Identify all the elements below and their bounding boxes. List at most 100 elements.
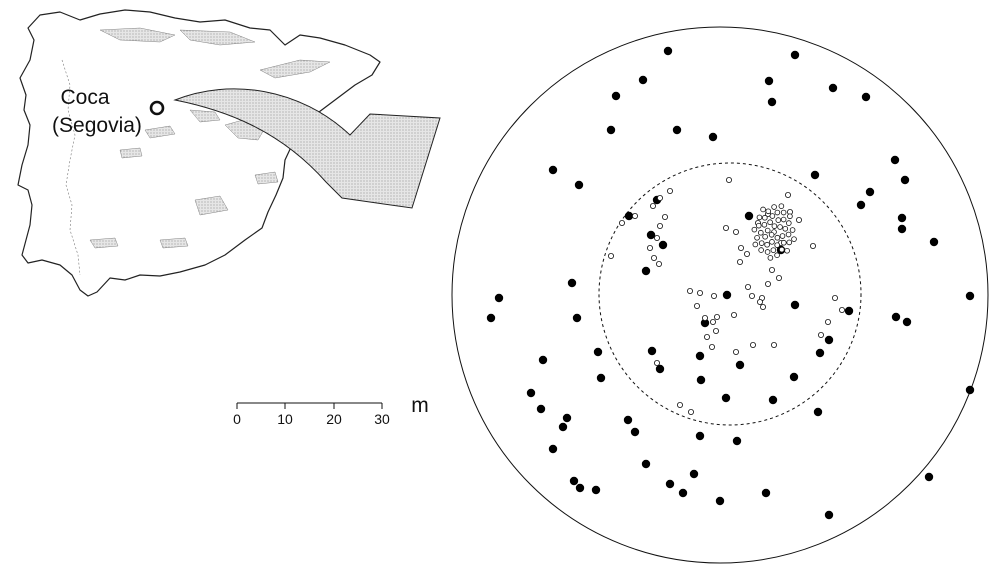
filled-point bbox=[790, 50, 800, 60]
open-point bbox=[709, 343, 716, 350]
filled-point bbox=[865, 187, 875, 197]
open-point bbox=[726, 176, 733, 183]
filled-point bbox=[538, 355, 548, 365]
open-point bbox=[782, 225, 789, 232]
open-point bbox=[765, 208, 772, 215]
open-point bbox=[733, 348, 740, 355]
filled-point bbox=[856, 200, 866, 210]
filled-point bbox=[897, 213, 907, 223]
filled-point bbox=[658, 240, 668, 250]
filled-point bbox=[744, 211, 754, 221]
filled-point bbox=[647, 346, 657, 356]
filled-point bbox=[695, 431, 705, 441]
open-point bbox=[796, 216, 803, 223]
open-point bbox=[731, 311, 738, 318]
open-point bbox=[785, 191, 792, 198]
open-point bbox=[767, 219, 773, 226]
filled-point bbox=[663, 46, 673, 56]
coca-location-marker bbox=[149, 100, 165, 116]
filled-point bbox=[606, 125, 616, 135]
filled-point bbox=[562, 413, 572, 423]
filled-point bbox=[891, 312, 901, 322]
filled-point bbox=[486, 313, 496, 323]
open-point bbox=[694, 302, 701, 309]
open-point bbox=[704, 333, 711, 340]
open-point bbox=[764, 227, 771, 234]
filled-point bbox=[965, 385, 975, 395]
scale-tick-10: 10 bbox=[277, 411, 293, 427]
open-point bbox=[714, 313, 721, 320]
filled-point bbox=[558, 422, 568, 432]
iberia-map bbox=[17, 9, 381, 297]
filled-point bbox=[732, 436, 742, 446]
filled-point bbox=[789, 372, 799, 382]
relief-patches bbox=[89, 27, 331, 249]
filled-point bbox=[655, 364, 665, 374]
open-point bbox=[737, 258, 744, 265]
open-point bbox=[751, 226, 758, 233]
filled-point bbox=[700, 318, 710, 328]
open-point bbox=[744, 250, 751, 257]
open-point bbox=[785, 231, 792, 238]
filled-point bbox=[536, 404, 546, 414]
open-point bbox=[757, 298, 764, 305]
open-point bbox=[657, 222, 664, 229]
filled-point bbox=[569, 476, 579, 486]
open-point bbox=[771, 341, 778, 348]
filled-point bbox=[689, 469, 699, 479]
open-point bbox=[777, 224, 783, 230]
open-point bbox=[656, 260, 663, 267]
filled-point bbox=[902, 317, 912, 327]
filled-point bbox=[630, 427, 640, 437]
open-point bbox=[779, 233, 786, 239]
open-point bbox=[710, 318, 717, 325]
filled-point bbox=[611, 91, 621, 101]
open-point bbox=[775, 217, 782, 223]
open-point bbox=[774, 234, 781, 241]
open-point bbox=[776, 274, 783, 281]
filled-point bbox=[767, 97, 777, 107]
filled-point bbox=[596, 373, 606, 383]
open-point bbox=[677, 401, 684, 408]
filled-point bbox=[735, 360, 745, 370]
open-point bbox=[765, 280, 772, 287]
filled-point bbox=[641, 459, 651, 469]
open-point bbox=[839, 306, 846, 313]
scale-tick-20: 20 bbox=[326, 411, 342, 427]
filled-point bbox=[764, 76, 774, 86]
open-point bbox=[713, 327, 720, 334]
filled-point bbox=[548, 165, 558, 175]
filled-point bbox=[638, 75, 648, 85]
open-point bbox=[778, 246, 785, 253]
open-point bbox=[752, 241, 759, 248]
open-point bbox=[749, 292, 756, 299]
peninsula-outline bbox=[17, 9, 381, 297]
filled-point bbox=[790, 300, 800, 310]
open-point bbox=[764, 249, 771, 255]
open-point bbox=[756, 214, 763, 221]
filled-point bbox=[900, 175, 910, 185]
filled-point bbox=[810, 170, 820, 180]
filled-point bbox=[641, 266, 651, 276]
open-point bbox=[711, 292, 718, 299]
location-name: Coca bbox=[60, 86, 109, 109]
open-point bbox=[608, 252, 615, 259]
open-point bbox=[767, 255, 774, 261]
open-point bbox=[770, 247, 777, 253]
location-province: (Segovia) bbox=[52, 114, 142, 137]
open-point bbox=[632, 212, 639, 219]
open-point bbox=[755, 222, 762, 229]
open-point bbox=[760, 206, 766, 213]
open-point bbox=[787, 213, 793, 220]
open-point bbox=[651, 254, 658, 261]
filled-point bbox=[624, 211, 634, 221]
open-point bbox=[761, 221, 768, 228]
open-point bbox=[762, 214, 768, 221]
open-point bbox=[760, 303, 767, 310]
open-point bbox=[786, 220, 792, 226]
open-point bbox=[784, 247, 790, 254]
open-point bbox=[791, 236, 797, 242]
open-points bbox=[608, 176, 846, 415]
open-point bbox=[764, 241, 770, 248]
